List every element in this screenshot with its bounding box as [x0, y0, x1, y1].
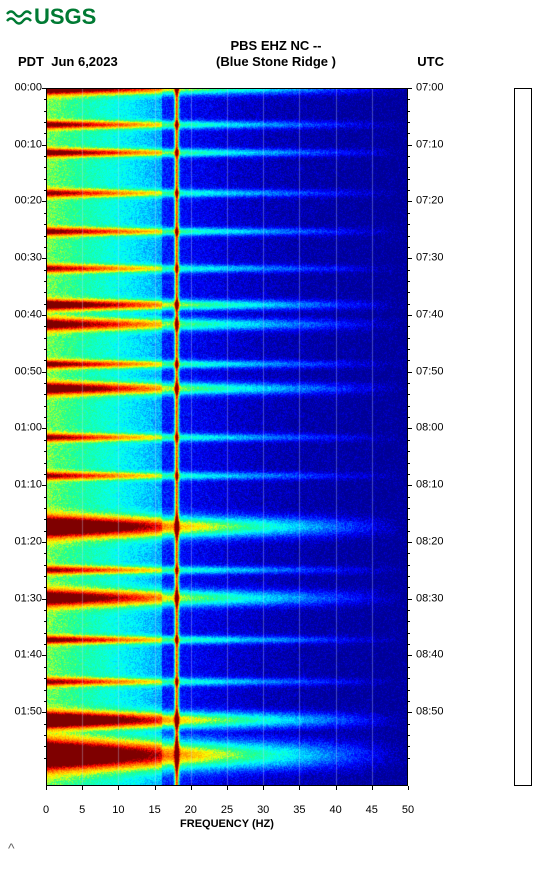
y-right-tick: 08:00: [416, 423, 464, 434]
caret-icon: ^: [8, 840, 15, 856]
y-right-tick: 07:50: [416, 366, 464, 377]
y-right-tick: 08:40: [416, 650, 464, 661]
x-tick: [118, 786, 119, 790]
usgs-logo: USGS: [6, 4, 96, 30]
spectrogram-page: { "org": { "name": "USGS", "logo_color":…: [0, 0, 552, 892]
y-right-tick: 08:10: [416, 480, 464, 491]
y-left-tick: 00:40: [2, 309, 42, 320]
y-left-tick: 00:50: [2, 366, 42, 377]
y-right-tick: 08:50: [416, 707, 464, 718]
y-right-tick: 07:30: [416, 253, 464, 264]
x-tick: [408, 786, 409, 790]
usgs-logo-text: USGS: [34, 4, 96, 30]
left-timezone-date: PDT Jun 6,2023: [18, 54, 118, 69]
x-tick-label: 40: [329, 804, 341, 816]
y-left-tick: 01:00: [2, 423, 42, 434]
y-right-tick: 07:10: [416, 139, 464, 150]
x-tick: [336, 786, 337, 790]
x-tick-label: 5: [79, 804, 85, 816]
x-tick: [263, 786, 264, 790]
y-right-tick: 08:30: [416, 593, 464, 604]
spectrogram-canvas: [46, 88, 408, 786]
y-right-tick: 07:00: [416, 83, 464, 94]
right-timezone: UTC: [417, 54, 444, 69]
y-left-tick: 00:00: [2, 83, 42, 94]
y-left-tick: 01:40: [2, 650, 42, 661]
x-tick: [46, 786, 47, 790]
x-tick: [191, 786, 192, 790]
y-left-tick: 01:10: [2, 480, 42, 491]
y-axis-right: 07:0007:1007:2007:3007:4007:5008:0008:10…: [416, 88, 464, 786]
x-tick: [155, 786, 156, 790]
x-tick-label: 0: [43, 804, 49, 816]
y-left-tick: 01:20: [2, 536, 42, 547]
y-right-tick: 07:40: [416, 309, 464, 320]
x-tick-label: 15: [148, 804, 160, 816]
y-left-tick: 01:50: [2, 707, 42, 718]
y-left-tick: 00:30: [2, 253, 42, 264]
y-right-tick: 07:20: [416, 196, 464, 207]
colorbar: [514, 88, 532, 786]
spectrogram-plot: [46, 88, 408, 786]
y-left-tick: 00:10: [2, 139, 42, 150]
left-tz: PDT: [18, 54, 44, 69]
x-tick: [82, 786, 83, 790]
x-axis-label: FREQUENCY (HZ): [46, 818, 408, 830]
y-right-tick: 08:20: [416, 536, 464, 547]
y-left-tick: 00:20: [2, 196, 42, 207]
x-tick-label: 25: [221, 804, 233, 816]
y-axis-left: 00:0000:1000:2000:3000:4000:5001:0001:10…: [2, 88, 42, 786]
colorbar-canvas: [515, 89, 531, 785]
x-tick: [299, 786, 300, 790]
x-tick-label: 35: [293, 804, 305, 816]
x-tick: [372, 786, 373, 790]
x-tick-label: 20: [185, 804, 197, 816]
x-axis: FREQUENCY (HZ) 05101520253035404550: [46, 786, 408, 826]
left-date: Jun 6,2023: [51, 54, 118, 69]
x-tick-label: 50: [402, 804, 414, 816]
title-line-1: PBS EHZ NC --: [0, 38, 552, 54]
x-tick-label: 10: [112, 804, 124, 816]
x-tick-label: 45: [366, 804, 378, 816]
usgs-wave-icon: [6, 6, 32, 28]
x-tick: [227, 786, 228, 790]
y-left-tick: 01:30: [2, 593, 42, 604]
x-tick-label: 30: [257, 804, 269, 816]
